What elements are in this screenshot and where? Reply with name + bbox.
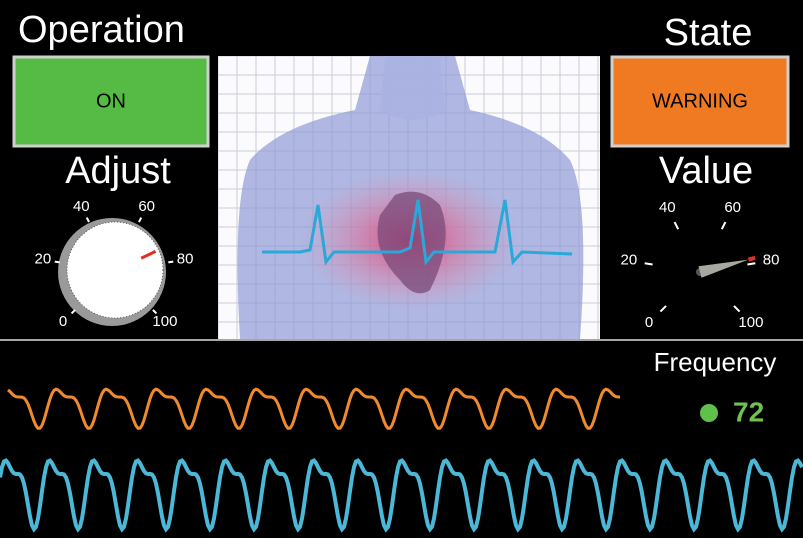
tick-label: 60 <box>138 198 155 215</box>
tick-label: 60 <box>724 199 741 216</box>
tick-label: 40 <box>659 199 676 216</box>
tick-label: 20 <box>621 252 638 269</box>
tick-mark <box>168 262 173 263</box>
frequency-led <box>700 404 718 422</box>
tick-mark <box>645 263 653 264</box>
hmi-screen: Operation ON State WARNING Adjust Value … <box>0 0 803 538</box>
page: Operation ON State WARNING Adjust Value … <box>0 0 803 538</box>
operation-status: ON <box>96 90 126 112</box>
tick-label: 20 <box>35 251 52 268</box>
tick-label: 100 <box>738 314 763 331</box>
tick-label: 0 <box>645 314 653 331</box>
chest-image <box>218 56 600 339</box>
tick-label: 100 <box>152 313 177 330</box>
operation-title: Operation <box>18 9 185 51</box>
value-title: Value <box>659 150 753 192</box>
tick-mark <box>55 262 60 263</box>
neck <box>380 56 445 120</box>
knob-face[interactable] <box>67 222 163 318</box>
state-title: State <box>664 12 753 54</box>
tick-label: 80 <box>763 252 780 269</box>
tick-label: 80 <box>177 251 194 268</box>
tick-label: 40 <box>73 198 90 215</box>
tick-mark <box>747 263 755 264</box>
adjust-title: Adjust <box>65 150 171 192</box>
gauge-marker <box>748 258 755 260</box>
tick-label: 0 <box>59 313 67 330</box>
frequency-title: Frequency <box>654 347 777 377</box>
frequency-value: 72 <box>733 396 764 427</box>
state-status: WARNING <box>652 90 748 112</box>
